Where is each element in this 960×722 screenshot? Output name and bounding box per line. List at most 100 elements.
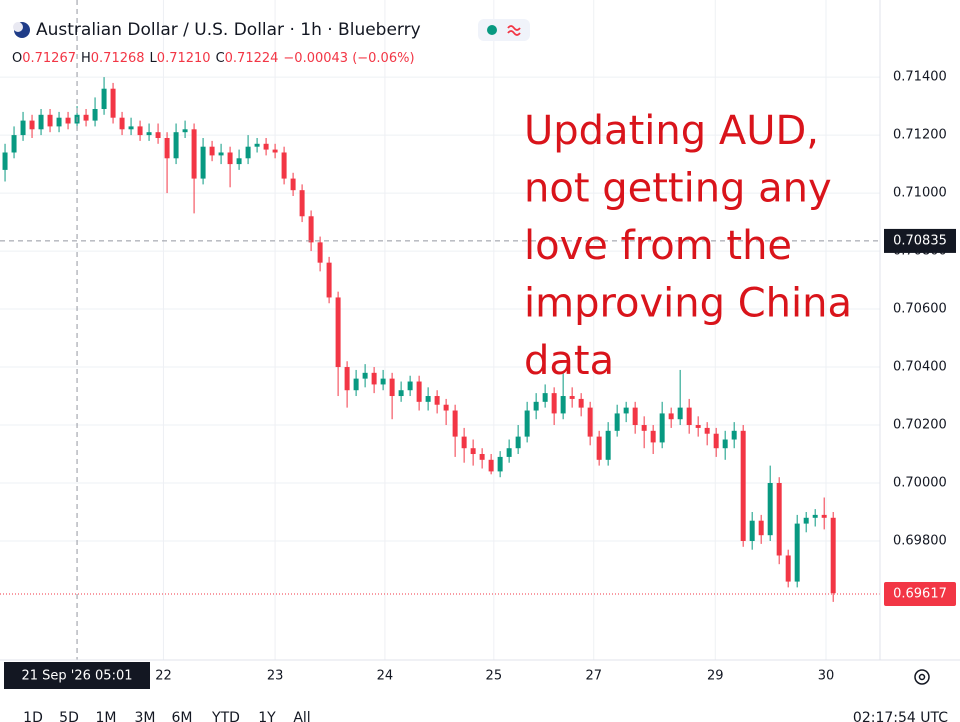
candle-body: [281, 152, 287, 179]
candle-body: [470, 448, 476, 455]
candle-body: [767, 483, 773, 536]
candle-body: [749, 520, 755, 541]
annotation-line: data: [524, 338, 614, 384]
candle-body: [515, 436, 521, 449]
candle-body: [236, 158, 242, 165]
candle-body: [218, 152, 224, 156]
candle-body: [362, 372, 368, 379]
grid: [0, 0, 880, 660]
candle-body: [830, 517, 836, 594]
settings-icon[interactable]: [914, 669, 930, 685]
candle-body: [173, 132, 179, 159]
y-tick-label: 0.70000: [893, 476, 947, 491]
candle-body: [2, 152, 8, 170]
y-tick-label: 0.70800: [893, 244, 947, 259]
range-button[interactable]: YTD: [211, 710, 240, 722]
range-button[interactable]: 6M: [172, 710, 193, 722]
range-button[interactable]: All: [293, 710, 310, 722]
candle-body: [155, 132, 161, 138]
ohlc-key: O: [12, 51, 22, 66]
last-price-label: 0.69617: [893, 587, 947, 602]
candle-body: [146, 132, 152, 136]
candle-body: [254, 143, 260, 147]
candle-body: [488, 459, 494, 472]
candle-body: [119, 117, 125, 130]
ohlc-key: L: [150, 51, 158, 66]
x-tick-label: 22: [155, 669, 172, 684]
y-tick-label: 0.70600: [893, 302, 947, 317]
candle-body: [398, 390, 404, 397]
range-button[interactable]: 5D: [59, 710, 79, 722]
candle-body: [101, 88, 107, 110]
symbol-flag: [13, 22, 23, 32]
overlay: 0.70835 21 Sep '26 05:01 0.69617: [0, 0, 956, 689]
clock: 02:17:54 UTC: [853, 710, 948, 722]
candle-body: [731, 430, 737, 440]
candle-body: [596, 436, 602, 460]
candle-body: [605, 430, 611, 460]
candle-body: [704, 427, 710, 434]
candle-body: [290, 178, 296, 191]
candle-body: [299, 190, 305, 217]
x-tick-label: 29: [707, 669, 724, 684]
y-tick-label: 0.70400: [893, 360, 947, 375]
candle-body: [551, 393, 557, 414]
candle-body: [92, 109, 98, 121]
candle-body: [524, 410, 530, 437]
candle-body: [569, 396, 575, 399]
candle-body: [137, 126, 143, 136]
candle-body: [587, 407, 593, 437]
y-tick-label: 0.71200: [893, 128, 947, 143]
candle-body: [812, 514, 818, 518]
candle-body: [389, 378, 395, 397]
y-tick-label: 0.71400: [893, 70, 947, 85]
candle-body: [821, 514, 827, 518]
candle-body: [623, 407, 629, 414]
candle-body: [758, 520, 764, 536]
chart-title: Australian Dollar / U.S. Dollar · 1h · B…: [36, 20, 421, 40]
candle-body: [434, 396, 440, 405]
candle-body: [56, 117, 62, 127]
candle-body: [308, 216, 314, 243]
candle-body: [668, 413, 674, 420]
candle-body: [542, 393, 548, 402]
candle-body: [11, 135, 17, 153]
candle-body: [722, 439, 728, 449]
candle-body: [479, 454, 485, 460]
candle-body: [209, 146, 215, 156]
candle-body: [614, 413, 620, 431]
candle-body: [83, 114, 89, 121]
candle-body: [641, 425, 647, 431]
candle-body: [533, 401, 539, 411]
annotation-line: Updating AUD,: [524, 108, 819, 154]
candle-body: [794, 523, 800, 582]
candle-body: [263, 143, 269, 150]
x-tick-label: 30: [818, 669, 835, 684]
status-badge[interactable]: [478, 19, 530, 41]
x-tick-label: 25: [486, 669, 503, 684]
x-tick-label: 27: [585, 669, 602, 684]
last-price-box: [884, 582, 956, 607]
data-delay-icon: [507, 25, 521, 36]
crosshair-price-box: [884, 228, 956, 253]
range-button[interactable]: 3M: [135, 710, 156, 722]
annotation-line: improving China: [524, 281, 852, 327]
ohlc-change: −0.00043 (−0.06%): [283, 51, 414, 66]
ohlc-key: H: [81, 51, 91, 66]
candle-body: [353, 378, 359, 391]
candle-body: [785, 555, 791, 582]
range-button[interactable]: 1D: [23, 710, 43, 722]
range-button[interactable]: 1Y: [258, 710, 276, 722]
candle-body: [452, 410, 458, 437]
market-status: [487, 25, 497, 35]
annotation-line: not getting any: [524, 166, 832, 212]
candle-body: [443, 404, 449, 411]
candle-body: [65, 117, 71, 124]
candle-body: [191, 129, 197, 179]
candle-body: [713, 433, 719, 449]
candle-body: [803, 517, 809, 524]
range-button[interactable]: 1M: [96, 710, 117, 722]
candle-body: [677, 407, 683, 420]
